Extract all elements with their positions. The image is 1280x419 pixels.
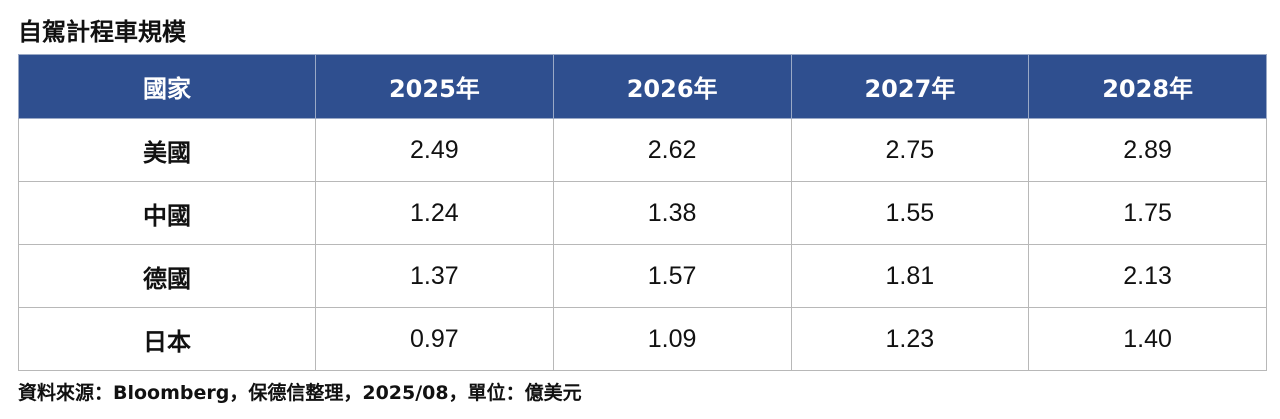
row-label-cell: 德國 bbox=[18, 244, 316, 308]
header-cell-2028: 2028年 bbox=[1028, 54, 1267, 119]
value-cell: 2.89 bbox=[1028, 118, 1267, 182]
value-cell: 1.55 bbox=[790, 181, 1030, 245]
value-cell: 2.49 bbox=[315, 118, 554, 182]
table-row: 美國 2.49 2.62 2.75 2.89 bbox=[18, 118, 1267, 182]
value-cell: 1.81 bbox=[790, 244, 1030, 308]
table-row: 日本 0.97 1.09 1.23 1.40 bbox=[18, 307, 1267, 371]
table-row: 德國 1.37 1.57 1.81 2.13 bbox=[18, 244, 1267, 308]
header-cell-2027: 2027年 bbox=[790, 54, 1030, 119]
header-cell-2026: 2026年 bbox=[552, 54, 792, 119]
data-table: 國家 2025年 2026年 2027年 2028年 美國 2.49 2.62 … bbox=[18, 54, 1267, 371]
table-row: 中國 1.24 1.38 1.55 1.75 bbox=[18, 181, 1267, 245]
source-note: 資料來源：Bloomberg，保德信整理，2025/08，單位：億美元 bbox=[18, 382, 582, 404]
row-label-cell: 日本 bbox=[18, 307, 316, 371]
value-cell: 0.97 bbox=[315, 307, 554, 371]
value-cell: 1.37 bbox=[315, 244, 554, 308]
value-cell: 1.38 bbox=[552, 181, 792, 245]
value-cell: 2.62 bbox=[552, 118, 792, 182]
value-cell: 1.40 bbox=[1028, 307, 1267, 371]
value-cell: 2.75 bbox=[790, 118, 1030, 182]
value-cell: 1.24 bbox=[315, 181, 554, 245]
row-label-cell: 美國 bbox=[18, 118, 316, 182]
row-label-cell: 中國 bbox=[18, 181, 316, 245]
header-cell-country: 國家 bbox=[18, 54, 316, 119]
header-cell-2025: 2025年 bbox=[315, 54, 554, 119]
value-cell: 1.09 bbox=[552, 307, 792, 371]
value-cell: 1.57 bbox=[552, 244, 792, 308]
value-cell: 2.13 bbox=[1028, 244, 1267, 308]
value-cell: 1.23 bbox=[790, 307, 1030, 371]
table-title: 自駕計程車規模 bbox=[18, 18, 186, 46]
header-row: 國家 2025年 2026年 2027年 2028年 bbox=[18, 54, 1267, 119]
value-cell: 1.75 bbox=[1028, 181, 1267, 245]
